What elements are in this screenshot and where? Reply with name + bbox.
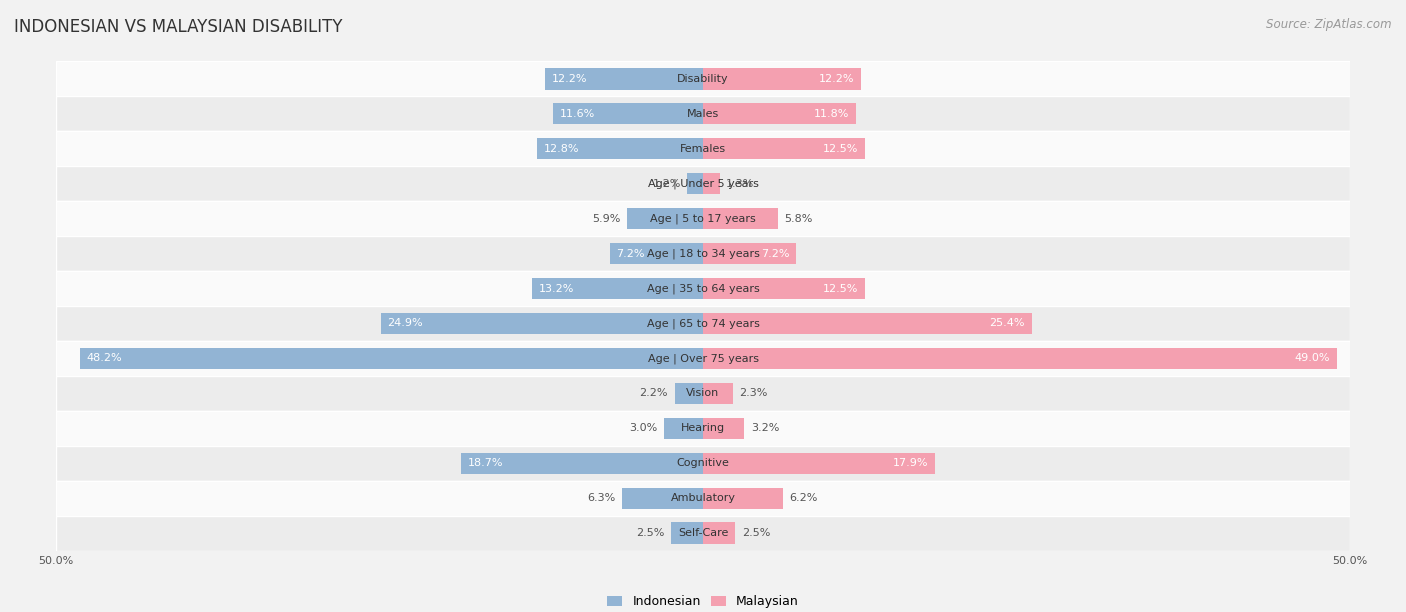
Text: Disability: Disability <box>678 73 728 84</box>
Text: Hearing: Hearing <box>681 424 725 433</box>
Text: Age | 35 to 64 years: Age | 35 to 64 years <box>647 283 759 294</box>
Bar <box>56 411 1350 446</box>
Text: 5.9%: 5.9% <box>592 214 620 223</box>
Text: 1.3%: 1.3% <box>727 179 755 188</box>
Bar <box>703 138 865 160</box>
Text: Age | 5 to 17 years: Age | 5 to 17 years <box>650 214 756 224</box>
Bar <box>56 481 1350 516</box>
Text: 49.0%: 49.0% <box>1295 354 1330 364</box>
Legend: Indonesian, Malaysian: Indonesian, Malaysian <box>602 590 804 612</box>
Text: 18.7%: 18.7% <box>468 458 503 468</box>
Bar <box>703 173 720 195</box>
Bar <box>56 376 1350 411</box>
Bar <box>56 271 1350 306</box>
Bar <box>703 103 856 124</box>
Text: 11.6%: 11.6% <box>560 109 595 119</box>
Text: 17.9%: 17.9% <box>893 458 928 468</box>
Text: 2.5%: 2.5% <box>742 528 770 539</box>
Text: 48.2%: 48.2% <box>86 354 121 364</box>
Bar <box>703 417 744 439</box>
Bar <box>703 452 935 474</box>
Bar <box>703 382 733 405</box>
Text: 3.2%: 3.2% <box>751 424 779 433</box>
Text: Vision: Vision <box>686 389 720 398</box>
Bar <box>703 488 783 509</box>
Bar <box>664 417 703 439</box>
Text: 5.8%: 5.8% <box>785 214 813 223</box>
Text: Age | 18 to 34 years: Age | 18 to 34 years <box>647 248 759 259</box>
Text: 2.5%: 2.5% <box>636 528 664 539</box>
Text: 12.5%: 12.5% <box>823 144 858 154</box>
Bar <box>703 243 796 264</box>
Text: 6.2%: 6.2% <box>790 493 818 503</box>
Bar <box>56 446 1350 481</box>
Bar <box>56 516 1350 551</box>
Text: Source: ZipAtlas.com: Source: ZipAtlas.com <box>1267 18 1392 31</box>
Bar <box>56 341 1350 376</box>
Bar <box>621 488 703 509</box>
Bar <box>553 103 703 124</box>
Bar <box>703 68 860 89</box>
Text: Self-Care: Self-Care <box>678 528 728 539</box>
Bar <box>688 173 703 195</box>
Bar <box>56 306 1350 341</box>
Text: 12.2%: 12.2% <box>818 73 855 84</box>
Text: 2.3%: 2.3% <box>740 389 768 398</box>
Text: 12.2%: 12.2% <box>551 73 588 84</box>
Text: Females: Females <box>681 144 725 154</box>
Bar <box>703 207 778 230</box>
Bar <box>56 61 1350 96</box>
Bar <box>381 313 703 334</box>
Bar <box>533 278 703 299</box>
Text: 24.9%: 24.9% <box>388 318 423 329</box>
Bar <box>671 523 703 544</box>
Bar <box>703 523 735 544</box>
Text: 7.2%: 7.2% <box>761 248 790 258</box>
Text: 6.3%: 6.3% <box>586 493 614 503</box>
Bar <box>56 166 1350 201</box>
Bar <box>56 96 1350 131</box>
Bar <box>80 348 703 369</box>
Text: Age | Over 75 years: Age | Over 75 years <box>648 353 758 364</box>
Bar <box>703 313 1032 334</box>
Bar <box>703 278 865 299</box>
Bar <box>56 131 1350 166</box>
Bar <box>56 201 1350 236</box>
Text: 7.2%: 7.2% <box>616 248 645 258</box>
Text: 11.8%: 11.8% <box>814 109 849 119</box>
Text: INDONESIAN VS MALAYSIAN DISABILITY: INDONESIAN VS MALAYSIAN DISABILITY <box>14 18 343 36</box>
Bar <box>675 382 703 405</box>
Text: 3.0%: 3.0% <box>630 424 658 433</box>
Bar <box>537 138 703 160</box>
Text: Age | 65 to 74 years: Age | 65 to 74 years <box>647 318 759 329</box>
Bar <box>56 236 1350 271</box>
Bar <box>461 452 703 474</box>
Text: 25.4%: 25.4% <box>990 318 1025 329</box>
Text: Age | Under 5 years: Age | Under 5 years <box>648 178 758 189</box>
Text: Males: Males <box>688 109 718 119</box>
Bar <box>703 348 1337 369</box>
Bar <box>627 207 703 230</box>
Text: 13.2%: 13.2% <box>538 283 574 294</box>
Text: Ambulatory: Ambulatory <box>671 493 735 503</box>
Text: 1.2%: 1.2% <box>652 179 681 188</box>
Text: Cognitive: Cognitive <box>676 458 730 468</box>
Bar <box>610 243 703 264</box>
Text: 12.5%: 12.5% <box>823 283 858 294</box>
Text: 2.2%: 2.2% <box>640 389 668 398</box>
Bar <box>546 68 703 89</box>
Text: 12.8%: 12.8% <box>544 144 579 154</box>
